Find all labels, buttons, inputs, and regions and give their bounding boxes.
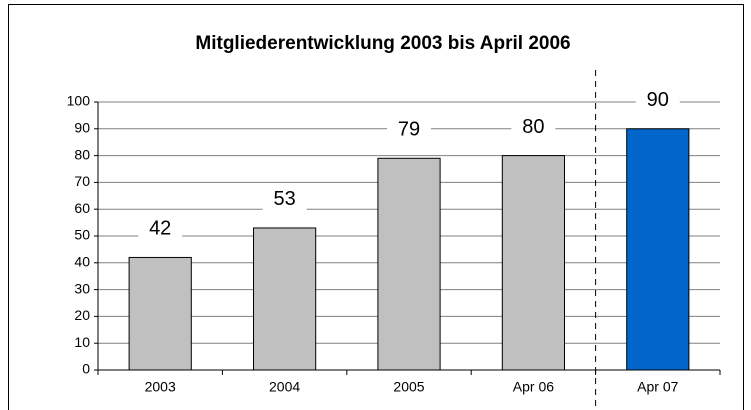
y-tick-label: 30 — [74, 280, 90, 296]
x-tick-label: 2004 — [269, 379, 300, 395]
value-label: 79 — [398, 119, 420, 141]
bar — [626, 128, 690, 371]
y-tick-label: 100 — [67, 93, 91, 109]
value-label: 42 — [149, 218, 171, 240]
y-tick-label: 60 — [74, 200, 90, 216]
y-tick-label: 10 — [74, 334, 90, 350]
x-tick-label: Apr 07 — [637, 379, 678, 395]
bar — [501, 155, 565, 371]
y-tick-label: 0 — [82, 361, 90, 377]
y-tick-label: 80 — [74, 146, 90, 162]
y-tick-label: 90 — [74, 120, 90, 136]
bar — [377, 157, 441, 371]
value-label-bg — [387, 116, 431, 145]
bar — [128, 256, 192, 371]
chart-title: Mitgliederentwicklung 2003 bis April 200… — [195, 33, 570, 54]
y-tick-label: 40 — [74, 254, 90, 270]
value-label-bg — [511, 113, 556, 142]
value-label: 80 — [522, 116, 544, 138]
x-tick-label: Apr 06 — [513, 379, 554, 395]
y-tick-label: 20 — [74, 307, 90, 323]
value-label-bg — [138, 215, 183, 244]
bar — [253, 227, 317, 371]
y-tick-label: 70 — [74, 173, 90, 189]
x-tick-label: 2005 — [393, 379, 424, 395]
x-tick-label: 2003 — [145, 379, 176, 395]
value-label: 90 — [647, 89, 669, 111]
value-label-bg — [262, 185, 307, 214]
value-label-bg — [635, 86, 680, 115]
y-tick-label: 50 — [74, 227, 90, 243]
value-label: 53 — [273, 188, 295, 210]
